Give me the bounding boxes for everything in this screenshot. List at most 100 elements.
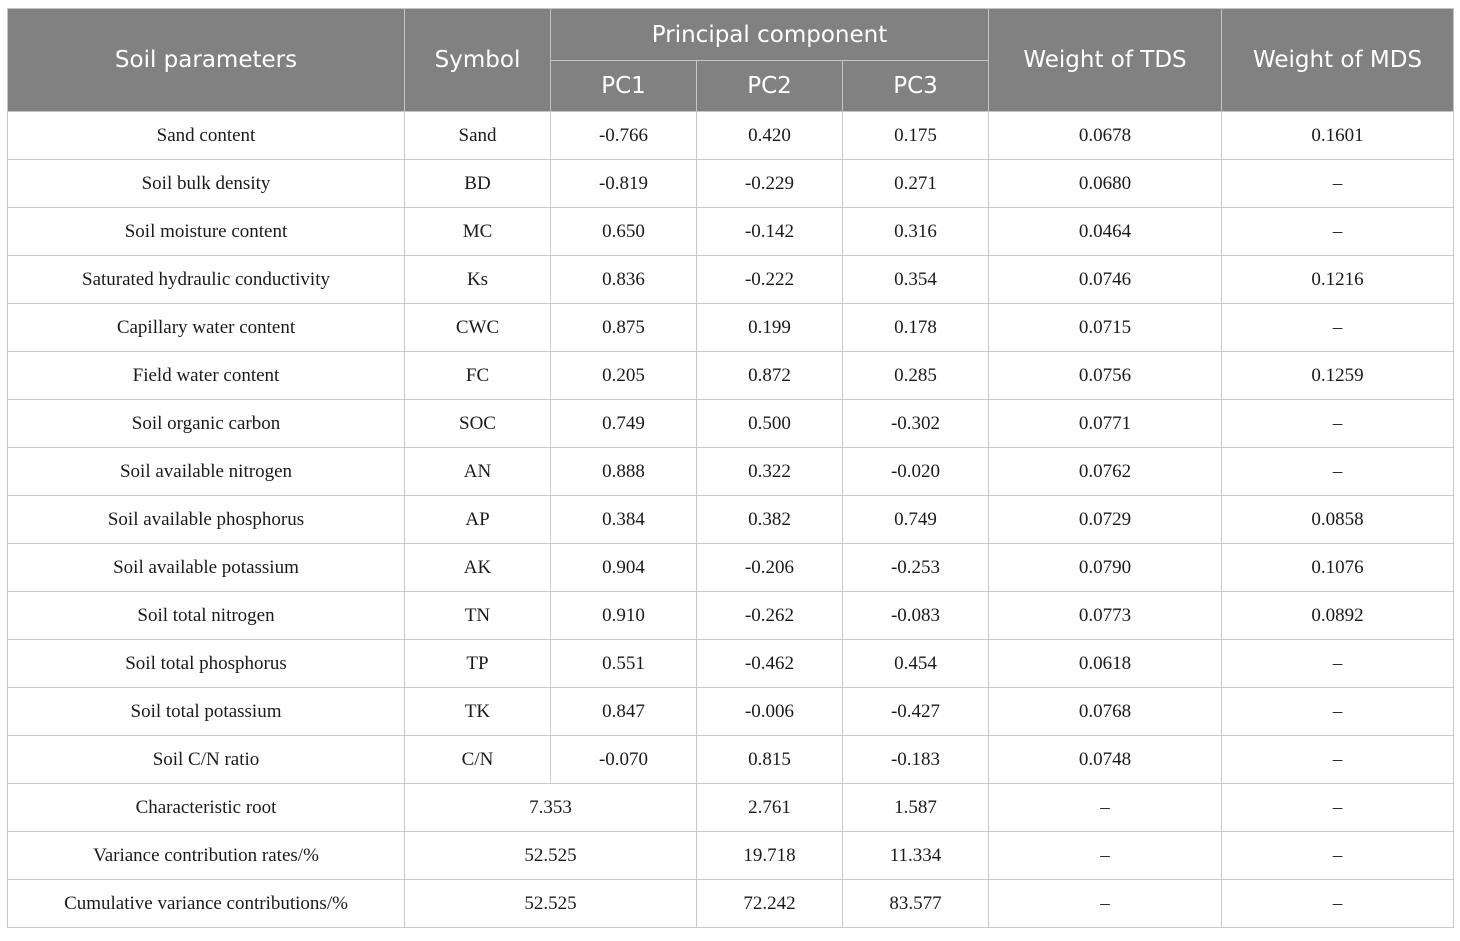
cell-parameter: Sand content bbox=[7, 111, 405, 160]
cell-pc2: 0.322 bbox=[696, 447, 843, 496]
cell-parameter: Variance contribution rates/% bbox=[7, 831, 405, 880]
cell-pc1-merged: 7.353 bbox=[404, 783, 697, 832]
cell-pc3: -0.427 bbox=[842, 687, 989, 736]
cell-weight-mds: 0.1076 bbox=[1221, 543, 1454, 592]
cell-pc2: 0.872 bbox=[696, 351, 843, 400]
cell-symbol: AK bbox=[404, 543, 551, 592]
cell-weight-mds: 0.0892 bbox=[1221, 591, 1454, 640]
cell-symbol: AP bbox=[404, 495, 551, 544]
cell-weight-mds: 0.0858 bbox=[1221, 495, 1454, 544]
cell-parameter: Soil organic carbon bbox=[7, 399, 405, 448]
cell-parameter: Soil C/N ratio bbox=[7, 735, 405, 784]
table-row: Soil total phosphorus TP 0.551 -0.462 0.454 0… bbox=[7, 639, 1454, 688]
cell-parameter: Soil available potassium bbox=[7, 543, 405, 592]
cell-weight-mds: – bbox=[1221, 879, 1454, 928]
cell-pc1: 0.888 bbox=[550, 447, 697, 496]
cell-weight-mds: – bbox=[1221, 687, 1454, 736]
cell-parameter: Field water content bbox=[7, 351, 405, 400]
cell-parameter: Soil total potassium bbox=[7, 687, 405, 736]
cell-pc1: 0.749 bbox=[550, 399, 697, 448]
cell-weight-mds: – bbox=[1221, 207, 1454, 256]
cell-weight-mds: – bbox=[1221, 303, 1454, 352]
cell-pc2: 0.500 bbox=[696, 399, 843, 448]
cell-weight-tds: 0.0748 bbox=[988, 735, 1222, 784]
table-row: Soil available potassium AK 0.904 -0.206 -0.… bbox=[7, 543, 1454, 592]
cell-weight-mds: – bbox=[1221, 447, 1454, 496]
cell-weight-tds: 0.0768 bbox=[988, 687, 1222, 736]
cell-pc3: 0.749 bbox=[842, 495, 989, 544]
table-row: Soil organic carbon SOC 0.749 0.500 -0.302 0.… bbox=[7, 399, 1454, 448]
table-row: Field water content FC 0.205 0.872 0.285 0.07… bbox=[7, 351, 1454, 400]
table-row: Soil bulk density BD -0.819 -0.229 0.271 0.06… bbox=[7, 159, 1454, 208]
cell-symbol: TN bbox=[404, 591, 551, 640]
cell-parameter: Saturated hydraulic conductivity bbox=[7, 255, 405, 304]
cell-weight-tds: 0.0464 bbox=[988, 207, 1222, 256]
cell-pc1: 0.551 bbox=[550, 639, 697, 688]
cell-symbol: MC bbox=[404, 207, 551, 256]
cell-pc1: 0.384 bbox=[550, 495, 697, 544]
cell-symbol: SOC bbox=[404, 399, 551, 448]
cell-weight-tds: – bbox=[988, 783, 1222, 832]
cell-symbol: CWC bbox=[404, 303, 551, 352]
cell-parameter: Soil moisture content bbox=[7, 207, 405, 256]
cell-pc1: -0.766 bbox=[550, 111, 697, 160]
cell-symbol: AN bbox=[404, 447, 551, 496]
cell-weight-tds: 0.0771 bbox=[988, 399, 1222, 448]
cell-symbol: C/N bbox=[404, 735, 551, 784]
cell-pc1-merged: 52.525 bbox=[404, 831, 697, 880]
summary-row: Cumulative variance contributions/% 52.52… bbox=[7, 879, 1454, 928]
cell-weight-tds: 0.0678 bbox=[988, 111, 1222, 160]
cell-pc1: 0.650 bbox=[550, 207, 697, 256]
table-row: Soil available phosphorus AP 0.384 0.382 0.7… bbox=[7, 495, 1454, 544]
cell-weight-mds: 0.1601 bbox=[1221, 111, 1454, 160]
cell-weight-mds: 0.1259 bbox=[1221, 351, 1454, 400]
cell-weight-tds: 0.0746 bbox=[988, 255, 1222, 304]
cell-symbol: BD bbox=[404, 159, 551, 208]
cell-parameter: Characteristic root bbox=[7, 783, 405, 832]
cell-weight-mds: 0.1216 bbox=[1221, 255, 1454, 304]
pca-table: Soil parameters Symbol Principal compone… bbox=[7, 8, 1454, 928]
cell-pc2: -0.142 bbox=[696, 207, 843, 256]
cell-weight-tds: 0.0762 bbox=[988, 447, 1222, 496]
cell-weight-mds: – bbox=[1221, 639, 1454, 688]
cell-pc2: -0.206 bbox=[696, 543, 843, 592]
cell-pc2: 0.815 bbox=[696, 735, 843, 784]
cell-weight-tds: – bbox=[988, 879, 1222, 928]
cell-weight-mds: – bbox=[1221, 831, 1454, 880]
cell-pc1: 0.910 bbox=[550, 591, 697, 640]
header-pc1: PC1 bbox=[550, 60, 697, 112]
cell-pc3: 0.175 bbox=[842, 111, 989, 160]
cell-weight-tds: 0.0756 bbox=[988, 351, 1222, 400]
cell-pc2: 72.242 bbox=[696, 879, 843, 928]
cell-pc3: -0.083 bbox=[842, 591, 989, 640]
cell-pc3: 0.316 bbox=[842, 207, 989, 256]
cell-weight-tds: 0.0790 bbox=[988, 543, 1222, 592]
table-header: Soil parameters Symbol Principal compone… bbox=[7, 8, 1454, 112]
summary-row: Variance contribution rates/% 52.525 19.71… bbox=[7, 831, 1454, 880]
table-row: Soil C/N ratio C/N -0.070 0.815 -0.183 0.0748… bbox=[7, 735, 1454, 784]
cell-pc2: -0.229 bbox=[696, 159, 843, 208]
cell-symbol: TK bbox=[404, 687, 551, 736]
summary-row: Characteristic root 7.353 2.761 1.587– – bbox=[7, 783, 1454, 832]
cell-pc3: 0.454 bbox=[842, 639, 989, 688]
cell-symbol: TP bbox=[404, 639, 551, 688]
cell-pc1: 0.205 bbox=[550, 351, 697, 400]
cell-pc1: 0.875 bbox=[550, 303, 697, 352]
cell-symbol: FC bbox=[404, 351, 551, 400]
cell-weight-mds: – bbox=[1221, 783, 1454, 832]
cell-pc3: 11.334 bbox=[842, 831, 989, 880]
cell-pc1: -0.819 bbox=[550, 159, 697, 208]
cell-pc2: -0.462 bbox=[696, 639, 843, 688]
table-row: Soil total nitrogen TN 0.910 -0.262 -0.083 0.… bbox=[7, 591, 1454, 640]
cell-pc2: -0.006 bbox=[696, 687, 843, 736]
header-weight-tds: Weight of TDS bbox=[988, 8, 1222, 112]
cell-pc3: 1.587 bbox=[842, 783, 989, 832]
cell-parameter: Soil bulk density bbox=[7, 159, 405, 208]
table-row: Saturated hydraulic conductivity Ks 0.836-… bbox=[7, 255, 1454, 304]
cell-pc3: 0.285 bbox=[842, 351, 989, 400]
header-pc2: PC2 bbox=[696, 60, 843, 112]
header-pc3: PC3 bbox=[842, 60, 989, 112]
cell-parameter: Soil available phosphorus bbox=[7, 495, 405, 544]
header-principal-component: Principal component bbox=[550, 8, 989, 61]
cell-parameter: Cumulative variance contributions/% bbox=[7, 879, 405, 928]
